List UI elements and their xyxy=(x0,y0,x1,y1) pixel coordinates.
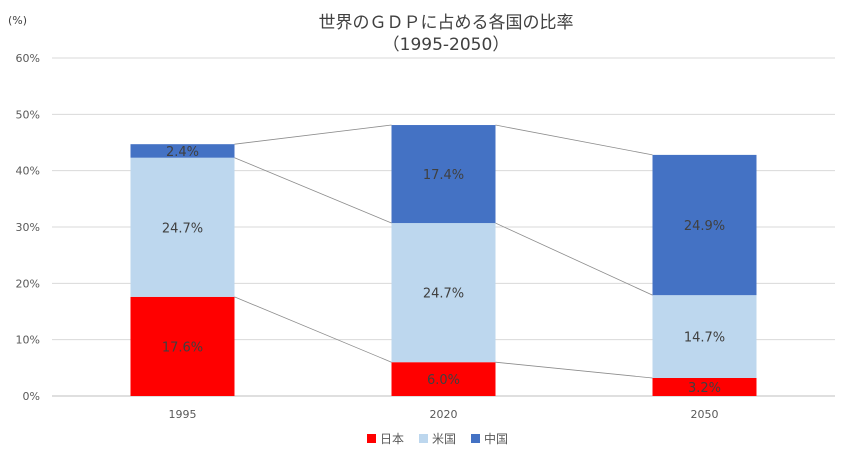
y-tick-label: 40% xyxy=(16,165,40,178)
series-line xyxy=(234,296,392,363)
y-tick-label: 50% xyxy=(16,108,40,121)
data-labels: 17.6% 24.7% 2.4% 6.0% 24.7% 17.4% 3.2% 14.7% 24.… xyxy=(162,145,725,396)
x-tick-label: 2050 xyxy=(691,408,719,421)
series-line xyxy=(495,361,653,379)
data-label: 3.2% xyxy=(688,381,721,396)
y-tick-label: 60% xyxy=(16,52,40,65)
axes: 0% 10% 20% 30% 40% 50% 60% 1995 2020 2050 xyxy=(16,52,719,421)
bar-中国-2050 xyxy=(652,154,757,296)
data-label: 24.7% xyxy=(162,221,203,236)
series-line xyxy=(234,124,392,145)
bar-日本-1995 xyxy=(130,296,235,396)
legend-swatch xyxy=(367,434,376,443)
series-line xyxy=(234,157,392,224)
chart-subtitle: （1995-2050） xyxy=(383,35,510,55)
legend-swatch xyxy=(471,434,480,443)
bar-米国-2020 xyxy=(391,223,496,363)
chart-title: 世界のＧＤＰに占める各国の比率 xyxy=(319,13,574,33)
x-tick-label: 1995 xyxy=(169,408,197,421)
y-tick-label: 30% xyxy=(16,221,40,234)
bar-中国-2020 xyxy=(391,125,496,224)
data-label: 14.7% xyxy=(684,331,725,346)
series-lines xyxy=(234,124,653,379)
legend-label: 日本 xyxy=(380,432,404,446)
y-tick-label: 20% xyxy=(16,277,40,290)
legend-label: 米国 xyxy=(432,432,456,446)
bar-日本-2050 xyxy=(652,377,757,396)
data-label: 24.7% xyxy=(423,287,464,302)
y-axis-unit-label: (%) xyxy=(8,14,27,27)
y-tick-label: 0% xyxy=(23,390,40,403)
bar-日本-2020 xyxy=(391,362,496,396)
series-line xyxy=(495,222,653,296)
x-tick-label: 2020 xyxy=(430,408,458,421)
legend-label: 中国 xyxy=(484,431,508,446)
legend: 日本 米国 中国 xyxy=(367,431,508,446)
data-label: 24.9% xyxy=(684,219,725,234)
bar-米国-1995 xyxy=(130,157,235,297)
y-tick-label: 10% xyxy=(16,334,40,347)
data-label: 2.4% xyxy=(166,145,199,160)
data-label: 17.4% xyxy=(423,168,464,183)
data-label: 17.6% xyxy=(162,340,203,355)
bars xyxy=(130,125,757,396)
series-line xyxy=(495,124,653,156)
bar-中国-1995 xyxy=(130,144,235,158)
data-label: 6.0% xyxy=(427,373,460,388)
legend-swatch xyxy=(419,434,428,443)
bar-米国-2050 xyxy=(652,295,757,378)
